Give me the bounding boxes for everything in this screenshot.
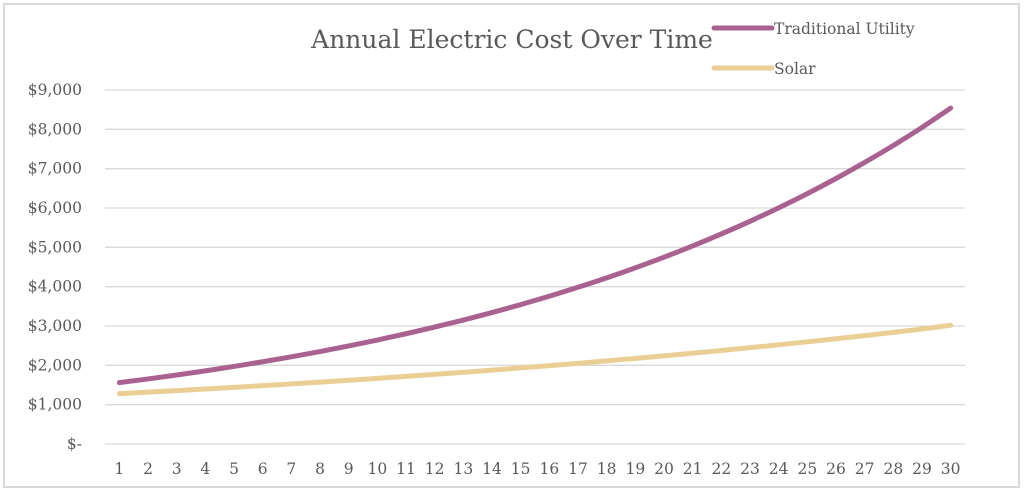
y-tick-label: $4,000 [28, 278, 82, 296]
x-tick-label: 1 [114, 460, 124, 478]
x-tick-label: 13 [453, 460, 473, 478]
x-tick-label: 25 [797, 460, 817, 478]
gridlines [105, 89, 965, 445]
y-tick-label: $2,000 [28, 356, 82, 374]
x-tick-label: 18 [597, 460, 617, 478]
x-tick-label: 10 [367, 460, 387, 478]
legend-label-solar: Solar [774, 60, 816, 78]
x-tick-label: 22 [711, 460, 731, 478]
chart-title: Annual Electric Cost Over Time [310, 25, 713, 54]
series-line-solar [116, 322, 954, 397]
x-tick-label: 29 [912, 460, 932, 478]
x-tick-label: 28 [883, 460, 903, 478]
y-tick-label: $- [67, 435, 82, 453]
legend-item-solar: Solar [711, 60, 816, 78]
x-tick-label: 20 [654, 460, 674, 478]
x-tick-label: 19 [625, 460, 645, 478]
x-tick-label: 27 [855, 460, 875, 478]
y-tick-label: $3,000 [28, 317, 82, 335]
y-tick-label: $9,000 [28, 81, 82, 99]
x-tick-label: 26 [826, 460, 846, 478]
x-tick-label: 9 [344, 460, 354, 478]
y-tick-label: $8,000 [28, 120, 82, 138]
x-tick-label: 21 [683, 460, 703, 478]
x-tick-label: 5 [229, 460, 239, 478]
y-tick-label: $6,000 [28, 199, 82, 217]
x-tick-label: 17 [568, 460, 588, 478]
x-tick-label: 6 [258, 460, 268, 478]
y-axis-tick-labels: $- $1,000 $2,000 $3,000 $4,000 $5,000 $6,000 $7… [28, 81, 82, 453]
x-tick-label: 30 [941, 460, 961, 478]
x-tick-label: 8 [315, 460, 325, 478]
legend-item-traditional-utility: Traditional Utility [711, 20, 915, 38]
y-tick-label: $1,000 [28, 396, 82, 414]
x-tick-label: 2 [143, 460, 153, 478]
x-tick-label: 24 [769, 460, 789, 478]
series-lines [116, 105, 954, 397]
x-tick-label: 14 [482, 460, 502, 478]
x-tick-label: 23 [740, 460, 760, 478]
legend: Traditional Utility Solar [711, 20, 915, 78]
x-tick-label: 11 [396, 460, 416, 478]
y-tick-label: $7,000 [28, 160, 82, 178]
x-axis-tick-labels: 1 2 3 4 5 6 7 8 9 10 11 12 13 14 15 16 17 18 19 20 21 22 23 24 2… [114, 460, 960, 478]
chart-frame [3, 3, 1020, 488]
x-tick-label: 15 [511, 460, 531, 478]
x-tick-label: 7 [286, 460, 296, 478]
x-tick-label: 4 [200, 460, 210, 478]
x-tick-label: 3 [172, 460, 182, 478]
y-tick-label: $5,000 [28, 238, 82, 256]
x-tick-label: 16 [539, 460, 559, 478]
series-line-traditional-utility [116, 105, 954, 386]
legend-label-traditional-utility: Traditional Utility [774, 20, 915, 38]
x-tick-label: 12 [425, 460, 445, 478]
